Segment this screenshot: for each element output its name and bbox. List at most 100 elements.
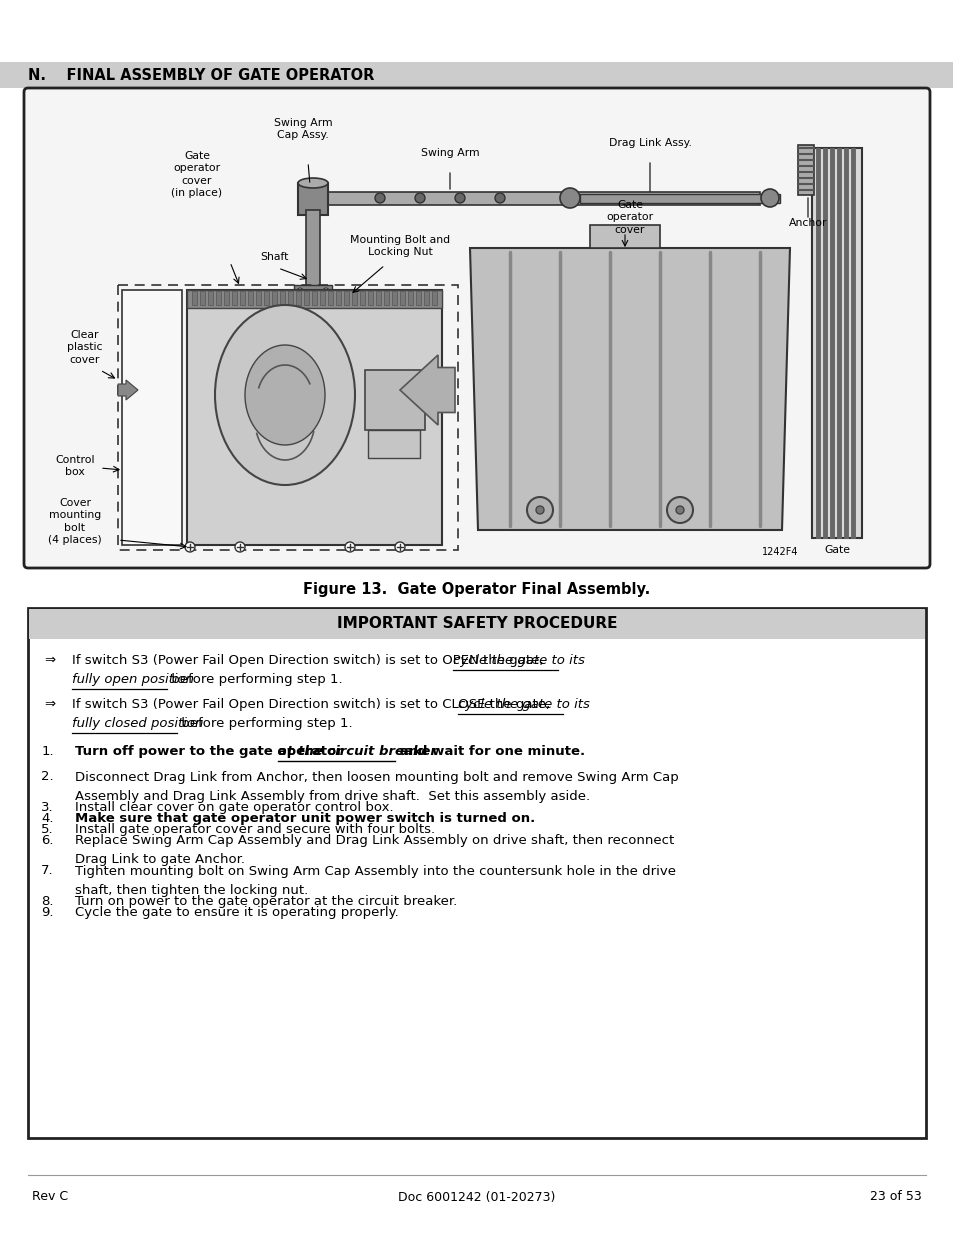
Bar — [208, 291, 213, 305]
Text: 5.: 5. — [41, 823, 54, 836]
Text: Rev C: Rev C — [32, 1191, 68, 1203]
Circle shape — [375, 193, 385, 203]
Text: 23 of 53: 23 of 53 — [869, 1191, 921, 1203]
Bar — [122, 290, 182, 545]
Text: 3.: 3. — [41, 802, 54, 814]
Bar — [0, 62, 953, 88]
Text: Turn on power to the gate operator at the circuit breaker.: Turn on power to the gate operator at th… — [75, 895, 456, 908]
Text: before performing step 1.: before performing step 1. — [177, 718, 353, 730]
Text: Assembly and Drag Link Assembly from drive shaft.  Set this assembly aside.: Assembly and Drag Link Assembly from dri… — [75, 790, 590, 803]
Bar — [248, 291, 253, 305]
Circle shape — [526, 496, 553, 522]
Bar — [368, 291, 373, 305]
Text: 2.: 2. — [41, 771, 54, 783]
Bar — [344, 291, 349, 305]
Text: ⇒: ⇒ — [45, 698, 55, 711]
Bar — [288, 291, 293, 305]
Text: Drag Link Assy.: Drag Link Assy. — [608, 138, 691, 148]
Bar — [297, 183, 328, 215]
Polygon shape — [589, 225, 659, 248]
Text: at the circuit breaker: at the circuit breaker — [278, 745, 436, 758]
Polygon shape — [470, 248, 789, 530]
Text: Make sure that gate operator unit power switch is turned on.: Make sure that gate operator unit power … — [75, 811, 535, 825]
Circle shape — [495, 193, 504, 203]
Text: Gate
operator
cover: Gate operator cover — [606, 200, 653, 235]
Circle shape — [559, 188, 579, 207]
Text: Cover
mounting
bolt
(4 places): Cover mounting bolt (4 places) — [48, 498, 102, 545]
Bar — [306, 210, 319, 290]
Bar — [215, 291, 221, 305]
FancyArrow shape — [118, 380, 138, 400]
Circle shape — [345, 542, 355, 552]
Bar — [200, 291, 205, 305]
Bar — [399, 291, 405, 305]
Bar — [319, 291, 325, 305]
Circle shape — [296, 288, 303, 294]
Bar — [335, 291, 340, 305]
Text: Install clear cover on gate operator control box.: Install clear cover on gate operator con… — [75, 802, 394, 814]
Bar — [118, 285, 457, 550]
Bar — [240, 291, 245, 305]
Bar — [264, 291, 269, 305]
Bar — [408, 291, 413, 305]
Bar — [28, 608, 925, 1137]
Circle shape — [323, 288, 329, 294]
Text: Cycle the gate to ensure it is operating properly.: Cycle the gate to ensure it is operating… — [75, 906, 398, 919]
Text: Shaft: Shaft — [260, 252, 288, 262]
Bar — [375, 291, 380, 305]
Bar — [811, 148, 862, 538]
Bar — [328, 291, 333, 305]
Circle shape — [234, 542, 245, 552]
Bar — [187, 290, 441, 308]
Text: Tighten mounting bolt on Swing Arm Cap Assembly into the countersunk hole in the: Tighten mounting bolt on Swing Arm Cap A… — [75, 864, 676, 878]
Text: Install gate operator cover and secure with four bolts.: Install gate operator cover and secure w… — [75, 823, 435, 836]
Text: Control
box: Control box — [55, 454, 94, 478]
FancyBboxPatch shape — [24, 88, 929, 568]
Text: IMPORTANT SAFETY PROCEDURE: IMPORTANT SAFETY PROCEDURE — [336, 616, 617, 631]
Bar — [359, 291, 365, 305]
Text: Gate
operator
cover
(in place): Gate operator cover (in place) — [172, 151, 222, 198]
Circle shape — [415, 193, 424, 203]
Text: Clear
plastic
cover: Clear plastic cover — [67, 330, 103, 364]
Text: Replace Swing Arm Cap Assembly and Drag Link Assembly on drive shaft, then recon: Replace Swing Arm Cap Assembly and Drag … — [75, 834, 674, 847]
Text: 1.: 1. — [41, 745, 54, 758]
Circle shape — [676, 506, 683, 514]
Text: 6.: 6. — [42, 834, 54, 847]
Bar — [579, 194, 780, 203]
Bar — [255, 291, 261, 305]
Bar — [310, 191, 760, 205]
Bar — [365, 370, 424, 430]
Circle shape — [536, 506, 543, 514]
Text: 8.: 8. — [42, 895, 54, 908]
Text: fully closed position: fully closed position — [71, 718, 203, 730]
Text: shaft, then tighten the locking nut.: shaft, then tighten the locking nut. — [75, 884, 308, 897]
Text: 1242F4: 1242F4 — [760, 547, 797, 557]
Text: Swing Arm: Swing Arm — [420, 148, 478, 158]
Bar — [187, 290, 441, 545]
Text: Figure 13.  Gate Operator Final Assembly.: Figure 13. Gate Operator Final Assembly. — [303, 582, 650, 597]
Text: N.    FINAL ASSEMBLY OF GATE OPERATOR: N. FINAL ASSEMBLY OF GATE OPERATOR — [28, 68, 374, 83]
Text: Drag Link to gate Anchor.: Drag Link to gate Anchor. — [75, 853, 245, 867]
Text: and wait for one minute.: and wait for one minute. — [395, 745, 584, 758]
Bar — [232, 291, 236, 305]
Bar — [295, 291, 301, 305]
Bar — [224, 291, 229, 305]
Text: cycle the gate to its: cycle the gate to its — [453, 655, 584, 667]
Text: 4.: 4. — [42, 811, 54, 825]
Text: If switch S3 (Power Fail Open Direction switch) is set to OPEN the gate,: If switch S3 (Power Fail Open Direction … — [71, 655, 547, 667]
Bar — [312, 291, 316, 305]
Text: Gate: Gate — [823, 545, 849, 555]
Text: before performing step 1.: before performing step 1. — [167, 673, 342, 687]
Bar — [192, 291, 196, 305]
Text: Disconnect Drag Link from Anchor, then loosen mounting bolt and remove Swing Arm: Disconnect Drag Link from Anchor, then l… — [75, 771, 678, 783]
Ellipse shape — [297, 178, 328, 188]
Bar — [29, 609, 924, 638]
Text: 9.: 9. — [42, 906, 54, 919]
Ellipse shape — [214, 305, 355, 485]
Text: cycle the gate to its: cycle the gate to its — [457, 698, 590, 711]
FancyArrow shape — [399, 354, 455, 425]
Text: fully open position: fully open position — [71, 673, 193, 687]
Bar — [272, 291, 276, 305]
Bar — [352, 291, 356, 305]
Text: Mounting Bolt and
Locking Nut: Mounting Bolt and Locking Nut — [350, 235, 450, 257]
